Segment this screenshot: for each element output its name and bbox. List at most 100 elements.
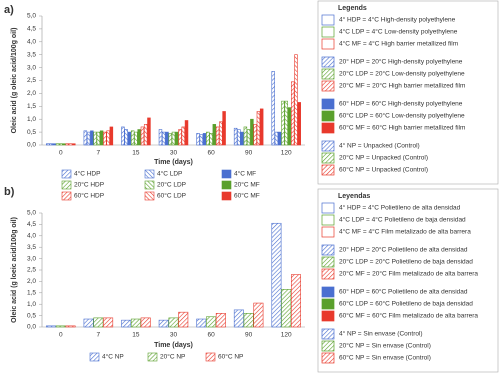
legend-label: 20°C HDP (74, 181, 104, 189)
legend-swatch (321, 226, 335, 238)
bar (65, 325, 76, 328)
y-tick-label: 4,0 (27, 233, 36, 240)
x-tick-label: 15 (132, 332, 140, 339)
panel-label: b) (4, 186, 15, 198)
bar (290, 81, 295, 146)
bar (147, 117, 151, 146)
y-tick-label: 5,0 (27, 210, 36, 217)
legend-text: 20°C MF = 20°C High barrier metallized f… (339, 82, 465, 90)
legend-label: 4°C MF (234, 170, 256, 178)
legend-label: 4°C NP (102, 353, 124, 361)
bar (127, 131, 132, 146)
bar (284, 100, 288, 146)
legend-swatch (61, 191, 72, 201)
panel-label: a) (4, 4, 14, 16)
legend-label: 4°C HDP (74, 170, 100, 178)
y-tick-label: 1,0 (27, 116, 36, 123)
bar (196, 318, 207, 328)
bar (140, 126, 145, 146)
bar (46, 143, 50, 146)
bar (72, 143, 76, 146)
x-tick-label: 120 (281, 150, 292, 157)
legend-swatch (147, 352, 158, 362)
legend-swatch (321, 268, 335, 280)
legend-label: 60°C HDP (74, 192, 104, 200)
legend-swatch (321, 152, 335, 164)
y-tick-label: 4,5 (27, 221, 36, 228)
x-axis-label: Time (days) (154, 342, 193, 349)
legend-swatch (321, 56, 335, 68)
legend-swatch (321, 202, 335, 214)
bar (290, 274, 301, 328)
bar (175, 131, 179, 146)
legend-swatch (89, 352, 100, 362)
legend-swatch (61, 169, 72, 179)
legend-text: 4° NP = Unpacked (Control) (339, 142, 420, 150)
legend-text: 4° NP = Sin envase (Control) (339, 330, 423, 338)
x-tick-label: 0 (59, 332, 63, 339)
legend-text: 60°C LDP = 60°C Polietileno de baja dens… (339, 300, 473, 308)
y-axis-label: Oleic acid (g loeic acid/100g oil) (11, 217, 18, 323)
bar (253, 124, 257, 146)
bar (250, 118, 254, 146)
legend-text: 20°C NP = Unpacked (Control) (339, 154, 428, 162)
bar (93, 317, 104, 328)
bar (121, 319, 132, 328)
bar (287, 107, 292, 146)
bar (297, 102, 301, 146)
bar (158, 319, 169, 328)
legend-text: 60°C MF = 60°C High barrier metallized f… (339, 124, 465, 132)
legend-swatch (321, 256, 335, 268)
legend-swatch (61, 180, 72, 190)
bar (62, 143, 66, 146)
legend-label: 20°C NP (160, 353, 185, 361)
legend-swatch (221, 169, 232, 179)
legend-swatch (144, 191, 155, 201)
bar (215, 126, 220, 146)
bar (55, 325, 66, 328)
bar (90, 130, 94, 146)
bar (253, 302, 264, 328)
legend-swatch (321, 26, 335, 38)
bar (52, 143, 57, 146)
bar (246, 129, 251, 146)
legend-text: 20°C LDP = 20°C Polietileno de baja dens… (339, 258, 473, 266)
legend-text: 20° HDP = 20°C High-density polyethylene (339, 58, 463, 66)
y-tick-label: 0,5 (27, 129, 36, 136)
y-tick-label: 1,5 (27, 290, 36, 297)
legend-swatch (321, 38, 335, 50)
bar (83, 130, 88, 146)
legend-text: 4°C MF = 4°C High barrier metallized fil… (339, 40, 458, 48)
bar (219, 121, 223, 146)
bar (271, 222, 282, 328)
legend-text: 4°C LDP = 4°C Low-density polyethylene (339, 28, 458, 36)
bar (46, 325, 57, 328)
bar (271, 71, 275, 146)
bar (240, 131, 244, 146)
bar (65, 143, 70, 146)
legend-swatch (321, 122, 335, 134)
legend-text: 60°C NP = Sin envase (Control) (339, 354, 431, 362)
bar (137, 129, 141, 146)
x-tick-label: 0 (59, 150, 63, 157)
bar (259, 108, 264, 146)
bar (256, 111, 261, 146)
bar (143, 124, 148, 146)
legend-swatch (321, 352, 335, 364)
bar (215, 313, 226, 328)
y-tick-label: 2,5 (27, 77, 36, 84)
y-tick-label: 1,0 (27, 301, 36, 308)
bar (49, 143, 53, 146)
bar (99, 130, 104, 146)
x-tick-label: 30 (170, 332, 178, 339)
bar (165, 131, 169, 146)
x-tick-label: 90 (245, 332, 253, 339)
bar (83, 318, 94, 328)
legend-box (317, 188, 499, 373)
legend-swatch (321, 68, 335, 80)
bar (178, 129, 182, 146)
legend-swatch (321, 340, 335, 352)
legend-text: 20°C MF = 20°C Film metalizado de alta b… (339, 270, 478, 278)
bar (196, 133, 200, 146)
